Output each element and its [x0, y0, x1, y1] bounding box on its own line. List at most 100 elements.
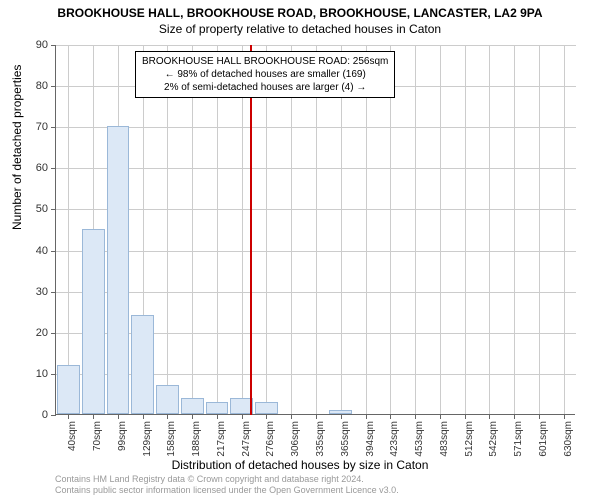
- marker-line: [250, 45, 252, 415]
- x-tick-label: 630sqm: [563, 421, 574, 471]
- x-tick: [192, 414, 193, 419]
- x-tick-label: 217sqm: [216, 421, 227, 471]
- gridline-v: [192, 45, 193, 415]
- y-tick: [51, 127, 56, 128]
- x-tick-label: 40sqm: [67, 421, 78, 471]
- x-tick: [68, 414, 69, 419]
- gridline-v: [489, 45, 490, 415]
- bar: [181, 398, 204, 414]
- y-tick-label: 70: [0, 121, 48, 133]
- x-tick-label: 512sqm: [464, 421, 475, 471]
- y-tick-label: 60: [0, 162, 48, 174]
- y-tick: [51, 374, 56, 375]
- y-tick: [51, 168, 56, 169]
- x-tick: [118, 414, 119, 419]
- x-tick: [143, 414, 144, 419]
- footer: Contains HM Land Registry data © Crown c…: [55, 474, 399, 496]
- y-tick-label: 40: [0, 245, 48, 257]
- chart-area: BROOKHOUSE HALL BROOKHOUSE ROAD: 256sqm …: [55, 45, 575, 415]
- x-tick-label: 306sqm: [290, 421, 301, 471]
- y-tick: [51, 333, 56, 334]
- gridline-v: [217, 45, 218, 415]
- x-tick-label: 453sqm: [414, 421, 425, 471]
- y-tick: [51, 292, 56, 293]
- x-tick-label: 542sqm: [488, 421, 499, 471]
- footer-line1: Contains HM Land Registry data © Crown c…: [55, 474, 399, 485]
- bar: [107, 126, 130, 414]
- x-tick: [93, 414, 94, 419]
- bar: [255, 402, 278, 414]
- x-tick-label: 571sqm: [513, 421, 524, 471]
- bar: [131, 315, 154, 414]
- x-tick: [564, 414, 565, 419]
- x-tick-label: 394sqm: [365, 421, 376, 471]
- x-tick: [366, 414, 367, 419]
- bar: [156, 385, 179, 414]
- gridline-v: [68, 45, 69, 415]
- gridline-v: [465, 45, 466, 415]
- chart-title: BROOKHOUSE HALL, BROOKHOUSE ROAD, BROOKH…: [0, 0, 600, 20]
- x-tick-label: 188sqm: [191, 421, 202, 471]
- x-tick: [390, 414, 391, 419]
- x-tick: [539, 414, 540, 419]
- gridline-v: [564, 45, 565, 415]
- gridline-v: [539, 45, 540, 415]
- x-tick: [316, 414, 317, 419]
- y-tick-label: 20: [0, 327, 48, 339]
- gridline-v: [440, 45, 441, 415]
- x-tick-label: 70sqm: [92, 421, 103, 471]
- annotation-line3: 2% of semi-detached houses are larger (4…: [142, 81, 388, 94]
- x-tick-label: 99sqm: [117, 421, 128, 471]
- annotation-line2: ← 98% of detached houses are smaller (16…: [142, 68, 388, 81]
- y-tick-label: 80: [0, 80, 48, 92]
- bar: [57, 365, 80, 414]
- annotation-box: BROOKHOUSE HALL BROOKHOUSE ROAD: 256sqm …: [135, 51, 395, 98]
- x-tick: [242, 414, 243, 419]
- bar: [329, 410, 352, 414]
- x-tick: [415, 414, 416, 419]
- x-tick: [465, 414, 466, 419]
- y-tick-label: 30: [0, 286, 48, 298]
- x-tick: [341, 414, 342, 419]
- x-tick: [291, 414, 292, 419]
- x-tick-label: 158sqm: [166, 421, 177, 471]
- x-tick: [266, 414, 267, 419]
- y-tick: [51, 209, 56, 210]
- y-tick: [51, 86, 56, 87]
- y-tick: [51, 45, 56, 46]
- x-tick-label: 423sqm: [389, 421, 400, 471]
- y-tick-label: 50: [0, 203, 48, 215]
- gridline-v: [366, 45, 367, 415]
- gridline-v: [167, 45, 168, 415]
- x-tick-label: 276sqm: [265, 421, 276, 471]
- x-tick-label: 483sqm: [439, 421, 450, 471]
- gridline-v: [291, 45, 292, 415]
- y-tick-label: 90: [0, 39, 48, 51]
- gridline-v: [514, 45, 515, 415]
- x-tick: [217, 414, 218, 419]
- x-tick: [514, 414, 515, 419]
- y-tick: [51, 415, 56, 416]
- bar: [206, 402, 229, 414]
- gridline-v: [390, 45, 391, 415]
- x-tick: [167, 414, 168, 419]
- gridline-v: [341, 45, 342, 415]
- gridline-v: [316, 45, 317, 415]
- x-tick: [440, 414, 441, 419]
- x-tick-label: 601sqm: [538, 421, 549, 471]
- bar: [82, 229, 105, 414]
- chart-subtitle: Size of property relative to detached ho…: [0, 20, 600, 36]
- x-tick-label: 335sqm: [315, 421, 326, 471]
- gridline-v: [242, 45, 243, 415]
- x-tick-label: 365sqm: [340, 421, 351, 471]
- x-tick: [489, 414, 490, 419]
- x-tick-label: 247sqm: [241, 421, 252, 471]
- annotation-line1: BROOKHOUSE HALL BROOKHOUSE ROAD: 256sqm: [142, 55, 388, 68]
- gridline-v: [266, 45, 267, 415]
- x-tick-label: 129sqm: [142, 421, 153, 471]
- y-tick-label: 0: [0, 409, 48, 421]
- gridline-v: [415, 45, 416, 415]
- footer-line2: Contains public sector information licen…: [55, 485, 399, 496]
- plot-area: [55, 45, 575, 415]
- y-tick: [51, 251, 56, 252]
